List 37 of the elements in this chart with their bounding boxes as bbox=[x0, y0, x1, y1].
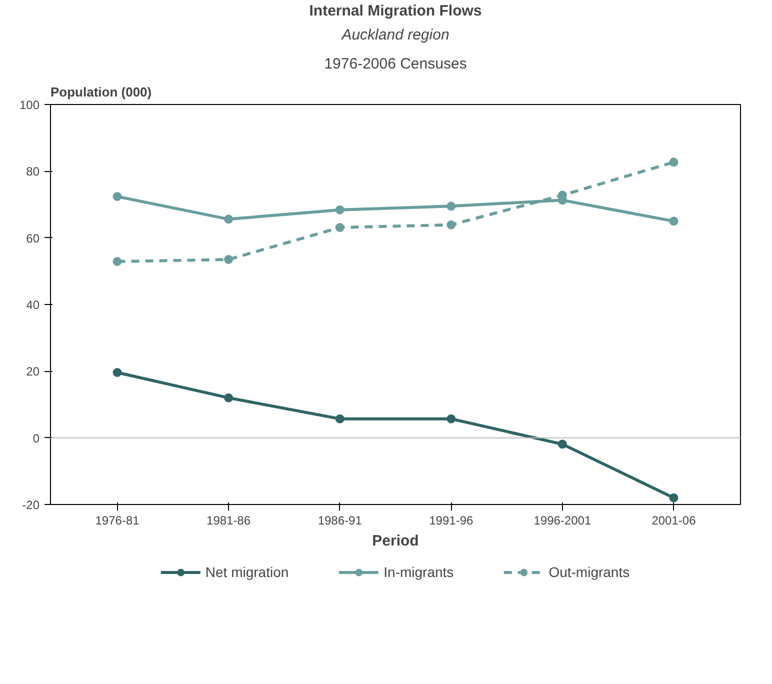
y-tick-label: -20 bbox=[22, 498, 40, 512]
point bbox=[224, 214, 234, 224]
y-tick-label: 40 bbox=[26, 298, 40, 312]
point bbox=[112, 257, 122, 266]
point bbox=[558, 440, 567, 449]
point bbox=[446, 220, 456, 230]
x-tick-label: 1986-91 bbox=[318, 514, 362, 528]
point bbox=[335, 414, 344, 424]
text: 1976-2006 Censuses bbox=[324, 56, 467, 72]
y-tick-label: 60 bbox=[26, 231, 40, 246]
point bbox=[335, 205, 344, 214]
y-tick-label: 100 bbox=[19, 98, 40, 112]
x-tick-label: 1991-96 bbox=[429, 514, 474, 528]
y-axis-title: Population (000) bbox=[50, 84, 152, 100]
legend-label: Out-migrants bbox=[548, 564, 630, 580]
x-tick-label: 1981-86 bbox=[206, 514, 251, 528]
point bbox=[224, 255, 234, 264]
point bbox=[446, 202, 456, 211]
chart-title: Internal Migration Flows bbox=[309, 2, 482, 20]
point bbox=[669, 216, 678, 226]
x-axis-title: Period bbox=[372, 532, 419, 550]
point bbox=[669, 493, 678, 502]
x-tick-label: 1976-81 bbox=[95, 514, 140, 528]
chart-subtitle: Auckland region bbox=[340, 26, 450, 44]
y-tick-label: 20 bbox=[26, 364, 40, 379]
legend-label: In-migrants bbox=[384, 564, 454, 580]
x-tick-label: 1996-2001 bbox=[534, 514, 592, 528]
legend-label: Net migration bbox=[205, 564, 289, 580]
point bbox=[335, 223, 344, 232]
point bbox=[112, 368, 122, 377]
point bbox=[224, 393, 234, 402]
y-tick-label: 0 bbox=[32, 431, 40, 446]
x-tick-label: 2001-06 bbox=[652, 514, 696, 528]
point bbox=[446, 414, 456, 424]
point bbox=[112, 192, 122, 201]
point bbox=[669, 158, 678, 167]
y-tick-label: 80 bbox=[26, 164, 40, 179]
